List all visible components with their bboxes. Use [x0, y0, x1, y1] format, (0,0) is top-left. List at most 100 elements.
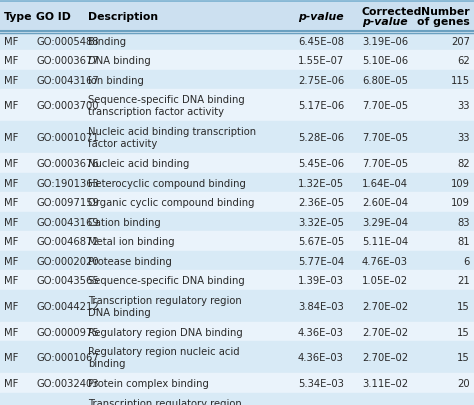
Text: 2.75E–06: 2.75E–06	[298, 76, 344, 85]
Text: 62: 62	[457, 56, 470, 66]
Text: MF: MF	[4, 133, 18, 143]
Text: 11: 11	[457, 404, 470, 405]
Text: Sequence-specific DNA binding
transcription factor activity: Sequence-specific DNA binding transcript…	[88, 95, 245, 117]
Text: 6.45E–08: 6.45E–08	[298, 37, 344, 47]
Text: 109: 109	[451, 198, 470, 208]
Text: Sequence-specific DNA binding: Sequence-specific DNA binding	[88, 275, 245, 286]
Text: 1.55E–07: 1.55E–07	[298, 56, 344, 66]
Text: MF: MF	[4, 37, 18, 47]
Text: GO:0044212: GO:0044212	[36, 301, 99, 311]
Text: 207: 207	[451, 37, 470, 47]
Bar	[0, 193, 474, 213]
Bar	[0, 373, 474, 393]
Text: 7.70E–05: 7.70E–05	[362, 133, 408, 143]
Text: 33: 33	[457, 101, 470, 111]
Bar	[0, 322, 474, 342]
Text: 6.80E–05: 6.80E–05	[362, 76, 408, 85]
Text: 5.28E–06: 5.28E–06	[298, 133, 344, 143]
Text: Cation binding: Cation binding	[88, 217, 161, 227]
Bar	[0, 393, 474, 405]
Text: 82: 82	[457, 159, 470, 169]
Text: 33: 33	[457, 133, 470, 143]
Text: 2.70E–02: 2.70E–02	[362, 301, 408, 311]
Bar	[0, 154, 474, 174]
Text: 5.34E–03: 5.34E–03	[298, 378, 344, 388]
Bar	[0, 232, 474, 252]
Text: 115: 115	[451, 76, 470, 85]
Text: of genes: of genes	[417, 17, 470, 27]
Text: 3.19E–06: 3.19E–06	[362, 37, 408, 47]
Text: Organic cyclic compound binding: Organic cyclic compound binding	[88, 198, 255, 208]
Bar	[0, 342, 474, 373]
Text: Transcription regulatory region
DNA binding: Transcription regulatory region DNA bind…	[88, 295, 242, 317]
Bar	[0, 90, 474, 122]
Text: 7.70E–05: 7.70E–05	[362, 101, 408, 111]
Text: GO:0001067: GO:0001067	[36, 353, 99, 362]
Text: 15: 15	[457, 353, 470, 362]
Text: Regulatory region DNA binding: Regulatory region DNA binding	[88, 327, 243, 337]
Bar	[0, 32, 474, 51]
Text: Regulatory region nucleic acid
binding: Regulatory region nucleic acid binding	[88, 347, 240, 369]
Text: GO:0003676: GO:0003676	[36, 159, 99, 169]
Text: GO:1901363: GO:1901363	[36, 178, 99, 188]
Text: 1.05E–02: 1.05E–02	[362, 275, 408, 286]
Bar	[0, 2, 474, 32]
Text: Description: Description	[88, 12, 158, 22]
Text: Binding: Binding	[88, 37, 127, 47]
Text: 1.32E–05: 1.32E–05	[298, 178, 344, 188]
Text: 7.70E–05: 7.70E–05	[362, 159, 408, 169]
Text: 3.29E–04: 3.29E–04	[362, 217, 408, 227]
Bar	[0, 213, 474, 232]
Text: Protease binding: Protease binding	[88, 256, 172, 266]
Text: 83: 83	[457, 217, 470, 227]
Text: GO:0097159: GO:0097159	[36, 198, 99, 208]
Text: 2.36E–05: 2.36E–05	[298, 198, 344, 208]
Bar	[0, 252, 474, 271]
Text: 2.60E–04: 2.60E–04	[362, 198, 408, 208]
Text: MF: MF	[4, 275, 18, 286]
Text: MF: MF	[4, 353, 18, 362]
Bar	[0, 122, 474, 154]
Text: 4.76E–03: 4.76E–03	[362, 256, 408, 266]
Text: MF: MF	[4, 404, 18, 405]
Bar	[0, 71, 474, 90]
Text: MF: MF	[4, 301, 18, 311]
Text: 5.45E–06: 5.45E–06	[298, 159, 344, 169]
Text: GO:0003700: GO:0003700	[36, 101, 99, 111]
Text: GO:0000976: GO:0000976	[36, 404, 99, 405]
Text: Type: Type	[4, 12, 33, 22]
Text: 2.70E–02: 2.70E–02	[362, 327, 408, 337]
Text: 15: 15	[457, 327, 470, 337]
Text: 3.18E–02: 3.18E–02	[362, 404, 408, 405]
Text: Nucleic acid binding: Nucleic acid binding	[88, 159, 190, 169]
Bar	[0, 290, 474, 322]
Text: 81: 81	[457, 237, 470, 247]
Text: 6: 6	[464, 256, 470, 266]
Text: 5.78E–03: 5.78E–03	[298, 404, 344, 405]
Text: 5.67E–05: 5.67E–05	[298, 237, 344, 247]
Text: GO:0003677: GO:0003677	[36, 56, 99, 66]
Text: 20: 20	[457, 378, 470, 388]
Text: 5.11E–04: 5.11E–04	[362, 237, 408, 247]
Bar	[0, 271, 474, 290]
Text: 1.64E–04: 1.64E–04	[362, 178, 408, 188]
Text: MF: MF	[4, 159, 18, 169]
Text: 3.32E–05: 3.32E–05	[298, 217, 344, 227]
Text: MF: MF	[4, 56, 18, 66]
Text: 5.10E–06: 5.10E–06	[362, 56, 408, 66]
Text: GO:0032403: GO:0032403	[36, 378, 99, 388]
Text: MF: MF	[4, 178, 18, 188]
Text: p-value: p-value	[298, 12, 344, 22]
Text: Number: Number	[421, 7, 470, 17]
Text: GO:0043169: GO:0043169	[36, 217, 99, 227]
Text: Metal ion binding: Metal ion binding	[88, 237, 175, 247]
Text: GO:0005488: GO:0005488	[36, 37, 99, 47]
Text: GO:0002020: GO:0002020	[36, 256, 99, 266]
Text: Corrected: Corrected	[362, 7, 422, 17]
Text: GO:0000975: GO:0000975	[36, 327, 99, 337]
Text: 21: 21	[457, 275, 470, 286]
Text: MF: MF	[4, 217, 18, 227]
Text: MF: MF	[4, 76, 18, 85]
Text: GO:0001071: GO:0001071	[36, 133, 99, 143]
Text: 3.11E–02: 3.11E–02	[362, 378, 408, 388]
